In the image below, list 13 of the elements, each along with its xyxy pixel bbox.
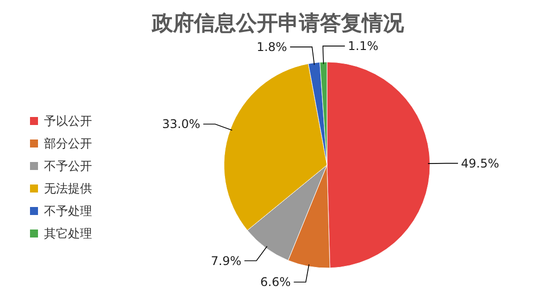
legend-label: 予以公开 [44,114,92,128]
data-label: 49.5% [460,156,500,170]
legend-label: 不予处理 [44,204,92,218]
legend-label: 不予公开 [44,159,92,173]
legend-label: 无法提供 [44,182,92,196]
data-label: 33.0% [162,117,200,132]
data-label: 1.1% [348,39,378,54]
data-label: 7.9% [210,254,242,268]
legend-label: 其它处理 [44,226,92,240]
legend-label: 部分公开 [44,136,92,150]
data-label: 6.6% [260,275,291,290]
chart-title: 政府信息公开申请答复情况 [151,11,405,35]
data-label: 1.8% [256,40,288,54]
